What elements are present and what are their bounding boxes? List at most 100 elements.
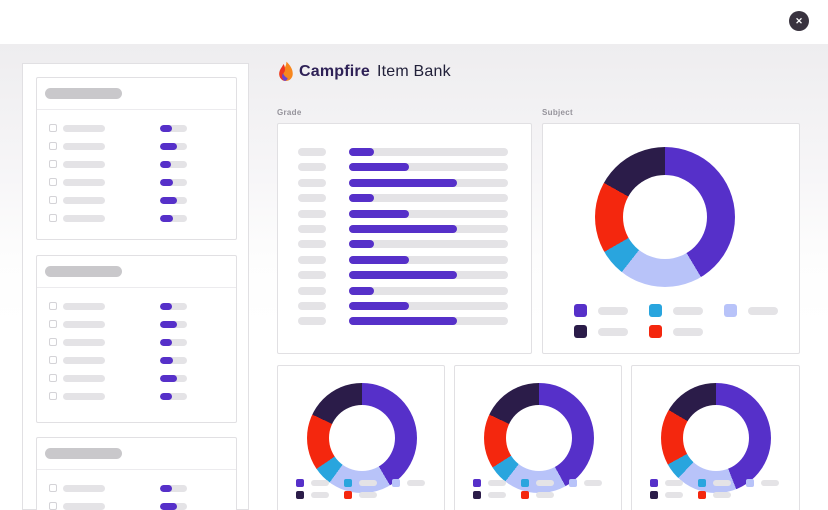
mini-chart-panel-2: [454, 365, 622, 510]
legend-item-cyan: [649, 304, 724, 317]
filter-option-row: [49, 302, 187, 310]
legend-item-cyan: [698, 479, 746, 487]
filter-checkbox[interactable]: [49, 302, 57, 310]
close-button[interactable]: ✕: [789, 11, 809, 31]
legend-label-skeleton: [673, 306, 703, 315]
count-bar-track: [160, 502, 187, 510]
row-label-skeleton: [298, 148, 326, 156]
legend-item-purple: [574, 304, 649, 317]
page-title: Item Bank: [376, 63, 451, 80]
option-label-skeleton: [63, 142, 105, 150]
filter-checkbox[interactable]: [49, 374, 57, 382]
legend-swatch-lavender: [569, 479, 577, 487]
filter-option-row: [49, 484, 187, 492]
legend-swatch-purple: [296, 479, 304, 487]
row-label-skeleton: [298, 255, 326, 264]
legend-swatch-dark: [473, 491, 481, 499]
donut-hole: [623, 175, 707, 259]
row-label-skeleton: [298, 178, 326, 187]
count-bar-fill: [160, 502, 177, 510]
count-bar-track: [160, 124, 187, 132]
row-label-skeleton: [298, 163, 326, 172]
filter-checkbox[interactable]: [49, 196, 57, 204]
filter-checkbox[interactable]: [49, 392, 57, 400]
donut-hole: [506, 405, 572, 471]
legend-label-skeleton: [584, 480, 602, 486]
legend-item-lavender: [392, 479, 440, 487]
grade-bar-row: [298, 148, 531, 156]
legend-item-purple: [473, 479, 521, 487]
bar-fill: [349, 271, 458, 280]
legend-item-dark: [296, 491, 344, 499]
count-bar-track: [160, 302, 187, 310]
count-bar-track: [160, 356, 187, 364]
option-label-skeleton: [63, 392, 105, 400]
legend-label-skeleton: [748, 306, 778, 315]
option-label-skeleton: [63, 356, 105, 364]
brand-header: Campfire Item Bank: [277, 60, 451, 84]
legend-swatch-dark: [574, 325, 587, 338]
mini-donut-chart-1: [307, 383, 417, 493]
grade-chart-panel: [277, 123, 532, 354]
bar-fill: [349, 209, 410, 218]
brand-name: Campfire: [299, 63, 370, 80]
legend-swatch-dark: [650, 491, 658, 499]
option-label-skeleton: [63, 178, 105, 186]
row-label-skeleton: [298, 240, 326, 249]
mini-chart-panel-3: [631, 365, 800, 510]
filters-sidebar: [22, 63, 249, 510]
option-label-skeleton: [63, 484, 105, 492]
filter-checkbox[interactable]: [49, 502, 57, 510]
option-label-skeleton: [63, 320, 105, 328]
legend-label-skeleton: [359, 492, 377, 498]
legend-label-skeleton: [713, 492, 731, 498]
count-bar-track: [160, 214, 187, 222]
option-label-skeleton: [63, 124, 105, 132]
legend-label-skeleton: [673, 327, 703, 336]
legend-label-skeleton: [536, 492, 554, 498]
mini-chart-legend-3: [650, 479, 794, 499]
bar-track: [349, 286, 508, 295]
filter-checkbox[interactable]: [49, 160, 57, 168]
grade-bar-row: [298, 178, 531, 187]
filter-checkbox[interactable]: [49, 124, 57, 132]
filter-option-row: [49, 356, 187, 364]
bar-fill: [349, 240, 375, 249]
filter-checkbox[interactable]: [49, 178, 57, 186]
bar-fill: [349, 301, 410, 310]
filter-checkbox[interactable]: [49, 214, 57, 222]
filter-option-row: [49, 502, 187, 510]
option-label-skeleton: [63, 502, 105, 510]
legend-swatch-dark: [296, 491, 304, 499]
filter-checkbox[interactable]: [49, 142, 57, 150]
divider: [37, 287, 236, 288]
divider: [37, 109, 236, 110]
filter-option-row: [49, 142, 187, 150]
bar-track: [349, 148, 508, 156]
bar-track: [349, 317, 508, 326]
bar-track: [349, 255, 508, 264]
grade-bar-row: [298, 194, 531, 203]
option-label-skeleton: [63, 196, 105, 204]
legend-swatch-red: [344, 491, 352, 499]
filter-checkbox[interactable]: [49, 484, 57, 492]
filter-group-card: [36, 437, 237, 510]
legend-label-skeleton: [311, 492, 329, 498]
filter-checkbox[interactable]: [49, 320, 57, 328]
legend-item-purple: [650, 479, 698, 487]
filter-option-row: [49, 214, 187, 222]
legend-item-red: [649, 325, 724, 338]
subject-chart-panel: [542, 123, 800, 354]
filter-checkbox[interactable]: [49, 338, 57, 346]
count-bar-fill: [160, 142, 177, 150]
legend-swatch-red: [521, 491, 529, 499]
filter-checkbox[interactable]: [49, 356, 57, 364]
grade-bar-row: [298, 224, 531, 233]
legend-label-skeleton: [488, 492, 506, 498]
legend-item-red: [344, 491, 392, 499]
filter-group-card: [36, 77, 237, 240]
count-bar-fill: [160, 124, 172, 132]
filter-option-row: [49, 374, 187, 382]
bar-track: [349, 209, 508, 218]
filter-group-title-skeleton: [45, 448, 122, 459]
